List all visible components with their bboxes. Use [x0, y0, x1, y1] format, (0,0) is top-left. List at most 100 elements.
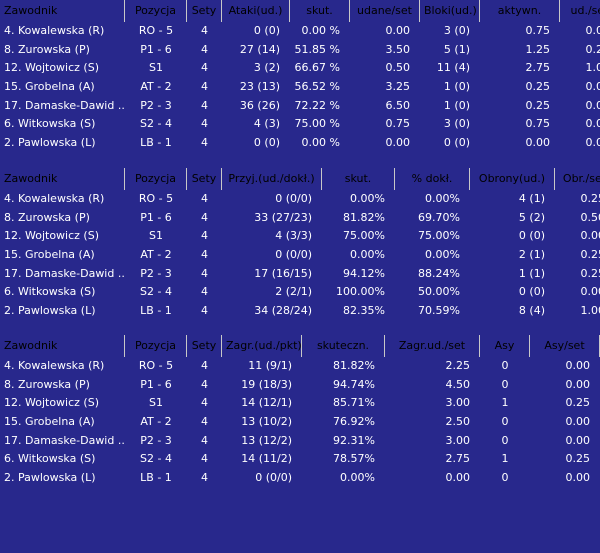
column-header: Pozycja	[125, 335, 187, 357]
data-cell: 13 (10/2)	[241, 415, 292, 429]
data-cell: 50.00%	[418, 285, 460, 299]
data-cell: P2 - 3	[140, 433, 172, 447]
data-cell: 4	[201, 433, 208, 447]
column-header: Sety	[187, 0, 222, 22]
data-cell: 23 (13)	[239, 80, 280, 94]
data-cell: 0.00%	[350, 248, 385, 262]
column-header: Ataki(ud.)	[222, 0, 290, 22]
data-cell: 0.00%	[425, 248, 460, 262]
data-cell: 0 (0/0)	[275, 192, 312, 205]
data-cell: 6. Witkowska (S)	[4, 452, 96, 466]
data-cell: 81.82%	[343, 210, 385, 224]
data-cell: 0.00	[565, 415, 591, 429]
data-cell: 3 (2)	[253, 61, 280, 75]
data-cell: 0.00	[565, 359, 591, 372]
data-cell: 0.00	[445, 471, 471, 485]
data-cell: 4	[201, 192, 208, 205]
data-cell: 17 (16/15)	[254, 266, 312, 280]
data-cell: 0.25	[565, 452, 591, 466]
column-header: skuteczn.	[302, 335, 385, 357]
data-cell: 0.75	[525, 24, 551, 37]
data-cell: 4. Kowalewska (R)	[4, 359, 105, 372]
column-header: skut.	[322, 168, 395, 190]
data-cell: 4	[201, 415, 208, 429]
data-cell: 15. Grobelna (A)	[4, 415, 95, 429]
data-cell: 17. Damaske-Dawid ...	[4, 98, 125, 112]
data-cell: 3 (0)	[443, 24, 470, 37]
data-cell: 70.59%	[418, 304, 460, 318]
data-cell: 75.00%	[418, 229, 460, 243]
column-header: skut.	[290, 0, 350, 22]
column-header: Bloki(ud.)	[420, 0, 480, 22]
data-cell: 4 (1)	[518, 192, 545, 205]
data-cell: 4 (3)	[253, 117, 280, 131]
data-cell: S2 - 4	[140, 452, 172, 466]
column-header: Zawodnik	[0, 335, 125, 357]
data-cell: 4	[201, 80, 208, 94]
data-cell: 1 (0)	[443, 98, 470, 112]
data-cell: P1 - 6	[140, 42, 172, 56]
data-cell: 0.25	[565, 396, 591, 410]
data-cell: 2. Pawlowska (L)	[4, 471, 96, 485]
data-cell: 8. Zurowska (P)	[4, 377, 90, 391]
data-cell: P1 - 6	[140, 210, 172, 224]
data-cell: 0.00	[580, 229, 600, 243]
data-cell: 0.25	[580, 192, 600, 205]
data-cell: LB - 1	[140, 304, 172, 318]
data-cell: S2 - 4	[140, 117, 172, 131]
data-cell: LB - 1	[140, 471, 172, 485]
data-cell: 0	[501, 471, 509, 485]
data-cell: S1	[149, 229, 163, 243]
data-cell: 0.25	[580, 266, 600, 280]
data-cell: 14 (12/1)	[241, 396, 292, 410]
data-cell: 3.50	[385, 42, 411, 56]
data-cell: 0	[501, 377, 509, 391]
data-cell: 1 (0)	[443, 80, 470, 94]
data-cell: 4	[201, 229, 208, 243]
data-cell: 0.00%	[350, 192, 385, 205]
data-cell: 12. Wojtowicz (S)	[4, 229, 99, 243]
data-cell: 0 (0)	[518, 229, 545, 243]
column-header: Pozycja	[125, 0, 187, 22]
column-header: Zagr.(ud./pkt)	[222, 335, 302, 357]
data-cell: 78.57%	[333, 452, 375, 466]
data-cell: 0.25	[585, 42, 600, 56]
data-cell: 0 (0/0)	[255, 471, 292, 485]
data-cell: 0.00	[585, 80, 600, 94]
data-cell: 15. Grobelna (A)	[4, 248, 95, 262]
data-cell: 75.00 %	[294, 117, 340, 131]
column-header: % dokł.	[395, 168, 470, 190]
data-cell: 4.50	[445, 377, 471, 391]
data-cell: 2.50	[445, 415, 471, 429]
data-cell: 4	[201, 117, 208, 131]
data-cell: RO - 5	[138, 24, 174, 37]
data-cell: 81.82%	[333, 359, 375, 372]
data-cell: 8 (4)	[518, 304, 545, 318]
data-cell: 75.00%	[343, 229, 385, 243]
data-cell: 2 (1)	[518, 248, 545, 262]
data-cell: 14 (11/2)	[241, 452, 292, 466]
data-cell: 11 (4)	[436, 61, 470, 75]
column-header: ud./set	[560, 0, 600, 22]
data-cell: AT - 2	[140, 80, 172, 94]
data-cell: 8. Zurowska (P)	[4, 210, 90, 224]
data-cell: 76.92%	[333, 415, 375, 429]
data-cell: LB - 1	[140, 136, 172, 150]
data-cell: 56.52 %	[294, 80, 340, 94]
data-cell: 4	[201, 396, 208, 410]
data-cell: 51.85 %	[294, 42, 340, 56]
data-cell: 4. Kowalewska (R)	[4, 192, 105, 205]
data-cell: 36 (26)	[239, 98, 280, 112]
data-cell: 4	[201, 98, 208, 112]
data-cell: 4 (3/3)	[275, 229, 312, 243]
data-cell: 4	[201, 24, 208, 37]
data-cell: 88.24%	[418, 266, 460, 280]
data-cell: 0.00	[385, 136, 411, 150]
data-cell: S1	[149, 61, 163, 75]
data-cell: S1	[149, 396, 163, 410]
column-header: Sety	[187, 335, 222, 357]
data-cell: 6.50	[385, 98, 411, 112]
data-cell: 15. Grobelna (A)	[4, 80, 95, 94]
data-cell: 6. Witkowska (S)	[4, 117, 96, 131]
column-header: Przyj.(ud./dokł.)	[222, 168, 322, 190]
